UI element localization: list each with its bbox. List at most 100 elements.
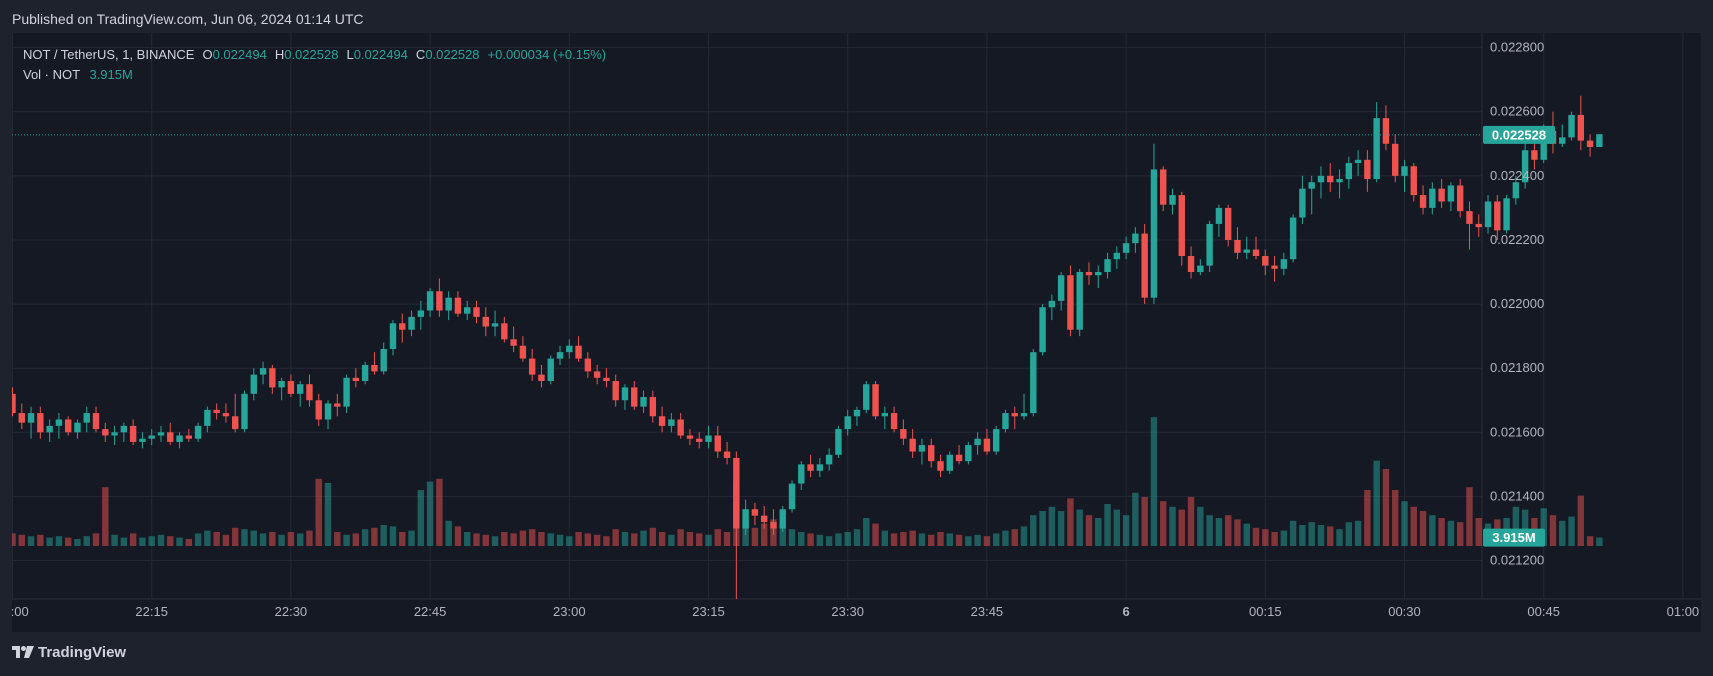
volume-bar	[1020, 526, 1028, 546]
volume-bars	[12, 417, 1603, 546]
volume-bar	[194, 533, 202, 546]
candle-body	[1132, 233, 1139, 244]
volume-bar	[1206, 515, 1213, 546]
volume-bar	[176, 537, 183, 546]
volume-bar	[55, 536, 63, 546]
volume-bar	[306, 530, 313, 546]
chart-area[interactable]: 0.022800 0.022600 0.022400 0.022200 0.022000…	[12, 33, 1701, 632]
volume-bar	[222, 534, 230, 546]
candle-body	[955, 454, 963, 462]
candle-body	[27, 413, 35, 423]
candle-body	[844, 416, 851, 430]
candle-body	[1252, 249, 1260, 256]
candle-body	[222, 413, 230, 417]
price-axis[interactable]: 0.022800 0.022600 0.022400 0.022200 0.022000…	[1490, 40, 1544, 568]
volume-bar	[389, 526, 397, 546]
volume-bar	[1438, 518, 1445, 546]
candle-body	[835, 429, 842, 455]
price-tick-label: 0.022200	[1490, 232, 1544, 247]
candle-body	[760, 515, 768, 523]
candle-body	[612, 381, 619, 401]
candlestick-chart[interactable]: 0.022800 0.022600 0.022400 0.022200 0.022000…	[12, 33, 1701, 632]
candle-body	[751, 509, 759, 516]
volume-bar	[436, 478, 443, 546]
volume-bar	[1197, 506, 1204, 546]
candle-body	[343, 377, 350, 407]
candle-body	[1475, 223, 1482, 228]
candle-body	[64, 419, 72, 433]
volume-bar	[1160, 501, 1167, 546]
candle-body	[1354, 159, 1362, 164]
volume-bar	[213, 532, 220, 546]
candle-body	[167, 432, 174, 442]
volume-bar	[1113, 509, 1121, 546]
volume-bar	[1289, 520, 1297, 546]
volume-bar	[129, 533, 137, 546]
volume-bar	[992, 533, 1000, 546]
volume-badge-label: 3.915M	[1492, 530, 1535, 545]
volume-bar	[974, 534, 981, 546]
candle-body	[111, 432, 118, 436]
candle-body	[473, 307, 480, 317]
volume-bar	[807, 533, 814, 546]
time-tick-label: 00:45	[1527, 604, 1560, 619]
candle-body	[1271, 265, 1278, 269]
candle-body	[399, 323, 406, 330]
candle-body	[269, 368, 276, 388]
volume-bar	[269, 532, 276, 546]
candle-body	[194, 425, 202, 439]
volume-bar	[417, 490, 425, 546]
candle-body	[1178, 195, 1185, 256]
time-axis[interactable]: 22:00 22:15 22:30 22:45 23:00 23:15 23:30 23:45…	[12, 604, 1701, 619]
volume-bar	[1224, 515, 1232, 546]
volume-bar	[287, 532, 295, 546]
volume-bar	[714, 529, 721, 546]
volume-bar	[250, 530, 257, 546]
volume-bar	[1067, 498, 1074, 546]
time-tick-label: 22:00	[12, 604, 29, 619]
volume-bar	[1401, 501, 1408, 546]
volume-bar	[1392, 490, 1399, 546]
candle-body	[1206, 223, 1213, 266]
candle-body	[658, 416, 666, 426]
candle-body	[593, 371, 601, 378]
candles	[12, 95, 1603, 599]
candle-body	[1540, 130, 1547, 160]
time-tick-label: 6	[1122, 604, 1129, 619]
volume-bar	[658, 532, 666, 546]
candle-body	[1521, 150, 1529, 183]
volume-bar	[501, 532, 508, 546]
volume-bar	[454, 526, 462, 546]
candle-body	[1169, 195, 1176, 205]
volume-bar	[1039, 511, 1046, 546]
candle-body	[102, 429, 109, 436]
candle-body	[863, 384, 870, 410]
volume-bar	[612, 529, 619, 546]
volume-bar	[334, 532, 341, 546]
volume-bar	[37, 534, 44, 546]
candle-body	[992, 429, 1000, 452]
candle-body	[1419, 195, 1427, 208]
price-tick-label: 0.021200	[1490, 553, 1544, 568]
volume-bar	[491, 536, 499, 546]
tradingview-logo[interactable]: TradingView	[12, 644, 126, 661]
volume-bar	[1577, 495, 1585, 546]
time-tick-label: 22:45	[414, 604, 447, 619]
volume-bar	[1419, 511, 1427, 546]
volume-bar	[928, 534, 935, 546]
candle-body	[232, 416, 239, 430]
price-tick-label: 0.022800	[1490, 40, 1544, 55]
candle-body	[148, 435, 155, 439]
volume-bar	[1048, 506, 1056, 546]
candle-body	[1011, 413, 1018, 417]
candle-body	[974, 438, 981, 446]
candle-body	[946, 454, 953, 471]
volume-bar	[1122, 515, 1130, 546]
price-tick-label: 0.022400	[1490, 168, 1544, 183]
volume-bar	[324, 483, 332, 546]
volume-bar	[1104, 504, 1111, 546]
volume-bar	[92, 533, 100, 546]
candle-body	[770, 522, 777, 529]
volume-bar	[148, 536, 155, 546]
volume-bar	[1466, 487, 1473, 546]
